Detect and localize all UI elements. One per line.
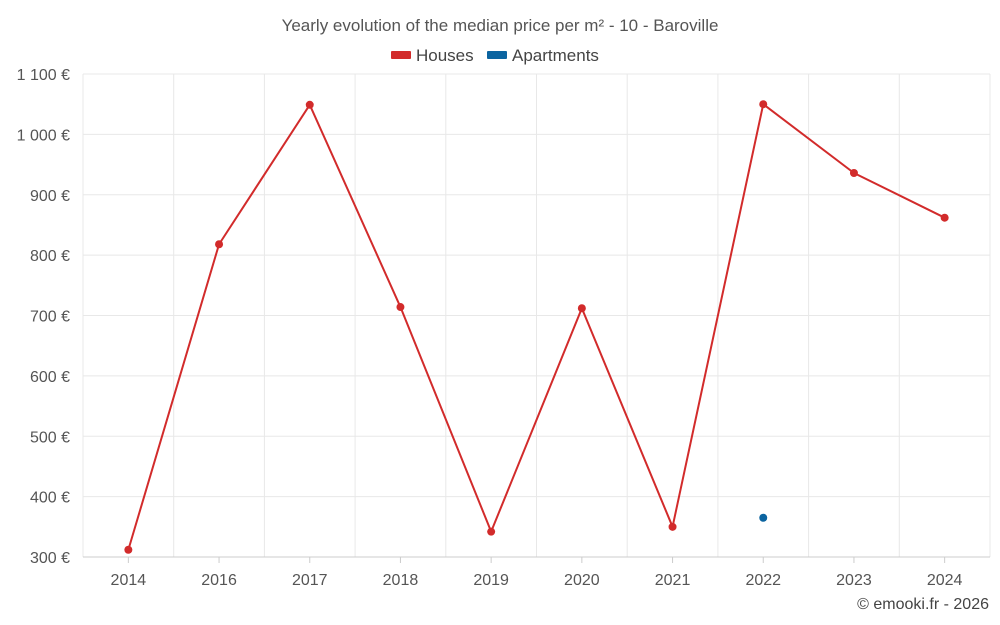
x-tick-label: 2018: [383, 572, 419, 589]
legend-label-houses[interactable]: Houses: [416, 46, 474, 65]
y-tick-label: 300 €: [30, 550, 70, 567]
y-tick-label: 400 €: [30, 490, 70, 507]
legend-swatch-apartments: [487, 51, 507, 59]
x-tick-label: 2014: [111, 572, 147, 589]
data-point-houses-2016[interactable]: [215, 240, 224, 249]
y-tick-label: 500 €: [30, 429, 70, 446]
data-point-houses-2018[interactable]: [396, 303, 405, 312]
data-point-houses-2022[interactable]: [759, 100, 768, 109]
legend-label-apartments[interactable]: Apartments: [512, 46, 599, 65]
data-point-apartments-2022[interactable]: [759, 513, 768, 522]
x-tick-label: 2023: [836, 572, 872, 589]
y-tick-label: 1 100 €: [17, 67, 70, 84]
series-layer: [124, 100, 949, 554]
y-tick-label: 1 000 €: [17, 127, 70, 144]
gridlines: [82, 73, 991, 557]
data-point-houses-2017[interactable]: [305, 100, 314, 109]
x-tick-label: 2021: [655, 572, 691, 589]
y-tick-label: 700 €: [30, 309, 70, 326]
data-point-houses-2014[interactable]: [124, 545, 133, 554]
x-tick-label: 2022: [745, 572, 781, 589]
chart-title: Yearly evolution of the median price per…: [282, 16, 719, 35]
y-axis: 300 € 400 € 500 € 600 € 700 € 800 € 900 € 1 000…: [17, 67, 70, 567]
x-tick-label: 2020: [564, 572, 600, 589]
x-tick-label: 2016: [201, 572, 237, 589]
legend: Houses Apartments: [391, 46, 599, 65]
x-axis: 2014 2016 2017 2018 2019 2020 2021 2022 2023 2024: [83, 556, 990, 589]
y-tick-label: 900 €: [30, 188, 70, 205]
data-point-houses-2023[interactable]: [849, 169, 858, 178]
data-point-houses-2024[interactable]: [940, 213, 949, 222]
x-tick-label: 2019: [473, 572, 509, 589]
series-line-houses: [127, 103, 946, 551]
x-tick-label: 2024: [927, 572, 963, 589]
data-point-houses-2021[interactable]: [668, 522, 677, 531]
x-tick-label: 2017: [292, 572, 328, 589]
data-point-houses-2019[interactable]: [487, 527, 496, 536]
legend-swatch-houses: [391, 51, 411, 59]
y-tick-label: 800 €: [30, 248, 70, 265]
y-tick-label: 600 €: [30, 369, 70, 386]
credit-text: © emooki.fr - 2026: [857, 596, 989, 613]
data-point-houses-2020[interactable]: [577, 304, 586, 313]
